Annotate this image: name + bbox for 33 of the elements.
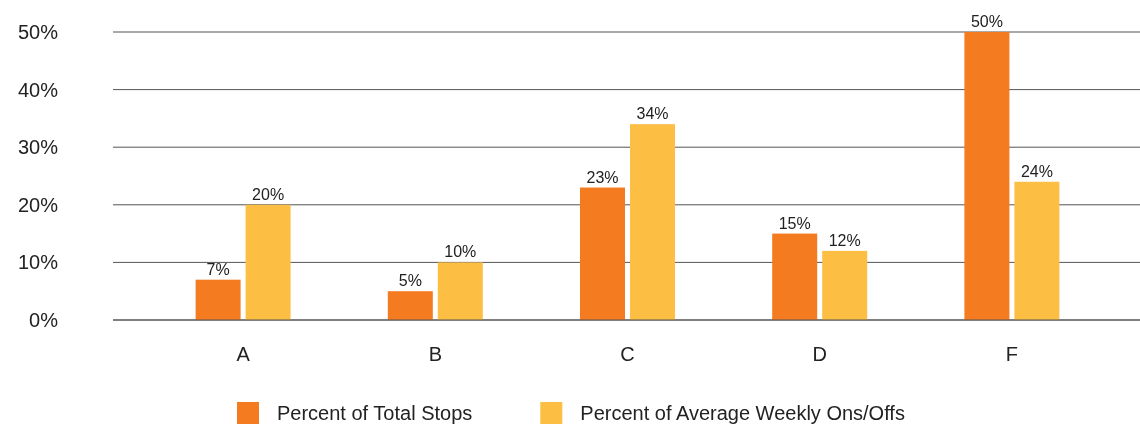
data-label: 7%: [206, 260, 230, 278]
y-tick-label: 50%: [17, 20, 59, 43]
bar: [630, 124, 675, 320]
y-tick-label: 10%: [17, 251, 59, 274]
data-label: 10%: [444, 243, 477, 261]
data-label: 24%: [1020, 162, 1053, 180]
x-tick-label: F: [1005, 343, 1019, 365]
bar: [1014, 181, 1060, 320]
x-tick-label: A: [236, 343, 251, 365]
data-label: 5%: [398, 272, 422, 290]
y-tick-label: 0%: [29, 308, 59, 331]
bar: [387, 291, 433, 320]
data-label: 12%: [828, 231, 861, 249]
bar: [580, 187, 625, 320]
bar: [245, 204, 291, 320]
bar: [964, 32, 1010, 320]
bar: [437, 262, 483, 320]
bar: [195, 279, 241, 320]
legend-label: Percent of Average Weekly Ons/Offs: [580, 402, 905, 424]
data-label: 20%: [252, 185, 285, 203]
data-label: 15%: [778, 214, 811, 232]
legend-label: Percent of Total Stops: [277, 402, 473, 424]
bar: [772, 233, 818, 320]
data-label: 23%: [586, 168, 619, 186]
x-tick-label: B: [428, 343, 442, 365]
x-tick-label: C: [620, 343, 635, 365]
y-tick-label: 20%: [17, 193, 59, 216]
data-label: 34%: [636, 105, 669, 123]
x-tick-label: D: [812, 343, 827, 365]
bar: [822, 250, 868, 320]
y-tick-label: 30%: [17, 136, 59, 159]
y-tick-label: 40%: [17, 78, 59, 101]
data-label: 50%: [970, 13, 1003, 30]
